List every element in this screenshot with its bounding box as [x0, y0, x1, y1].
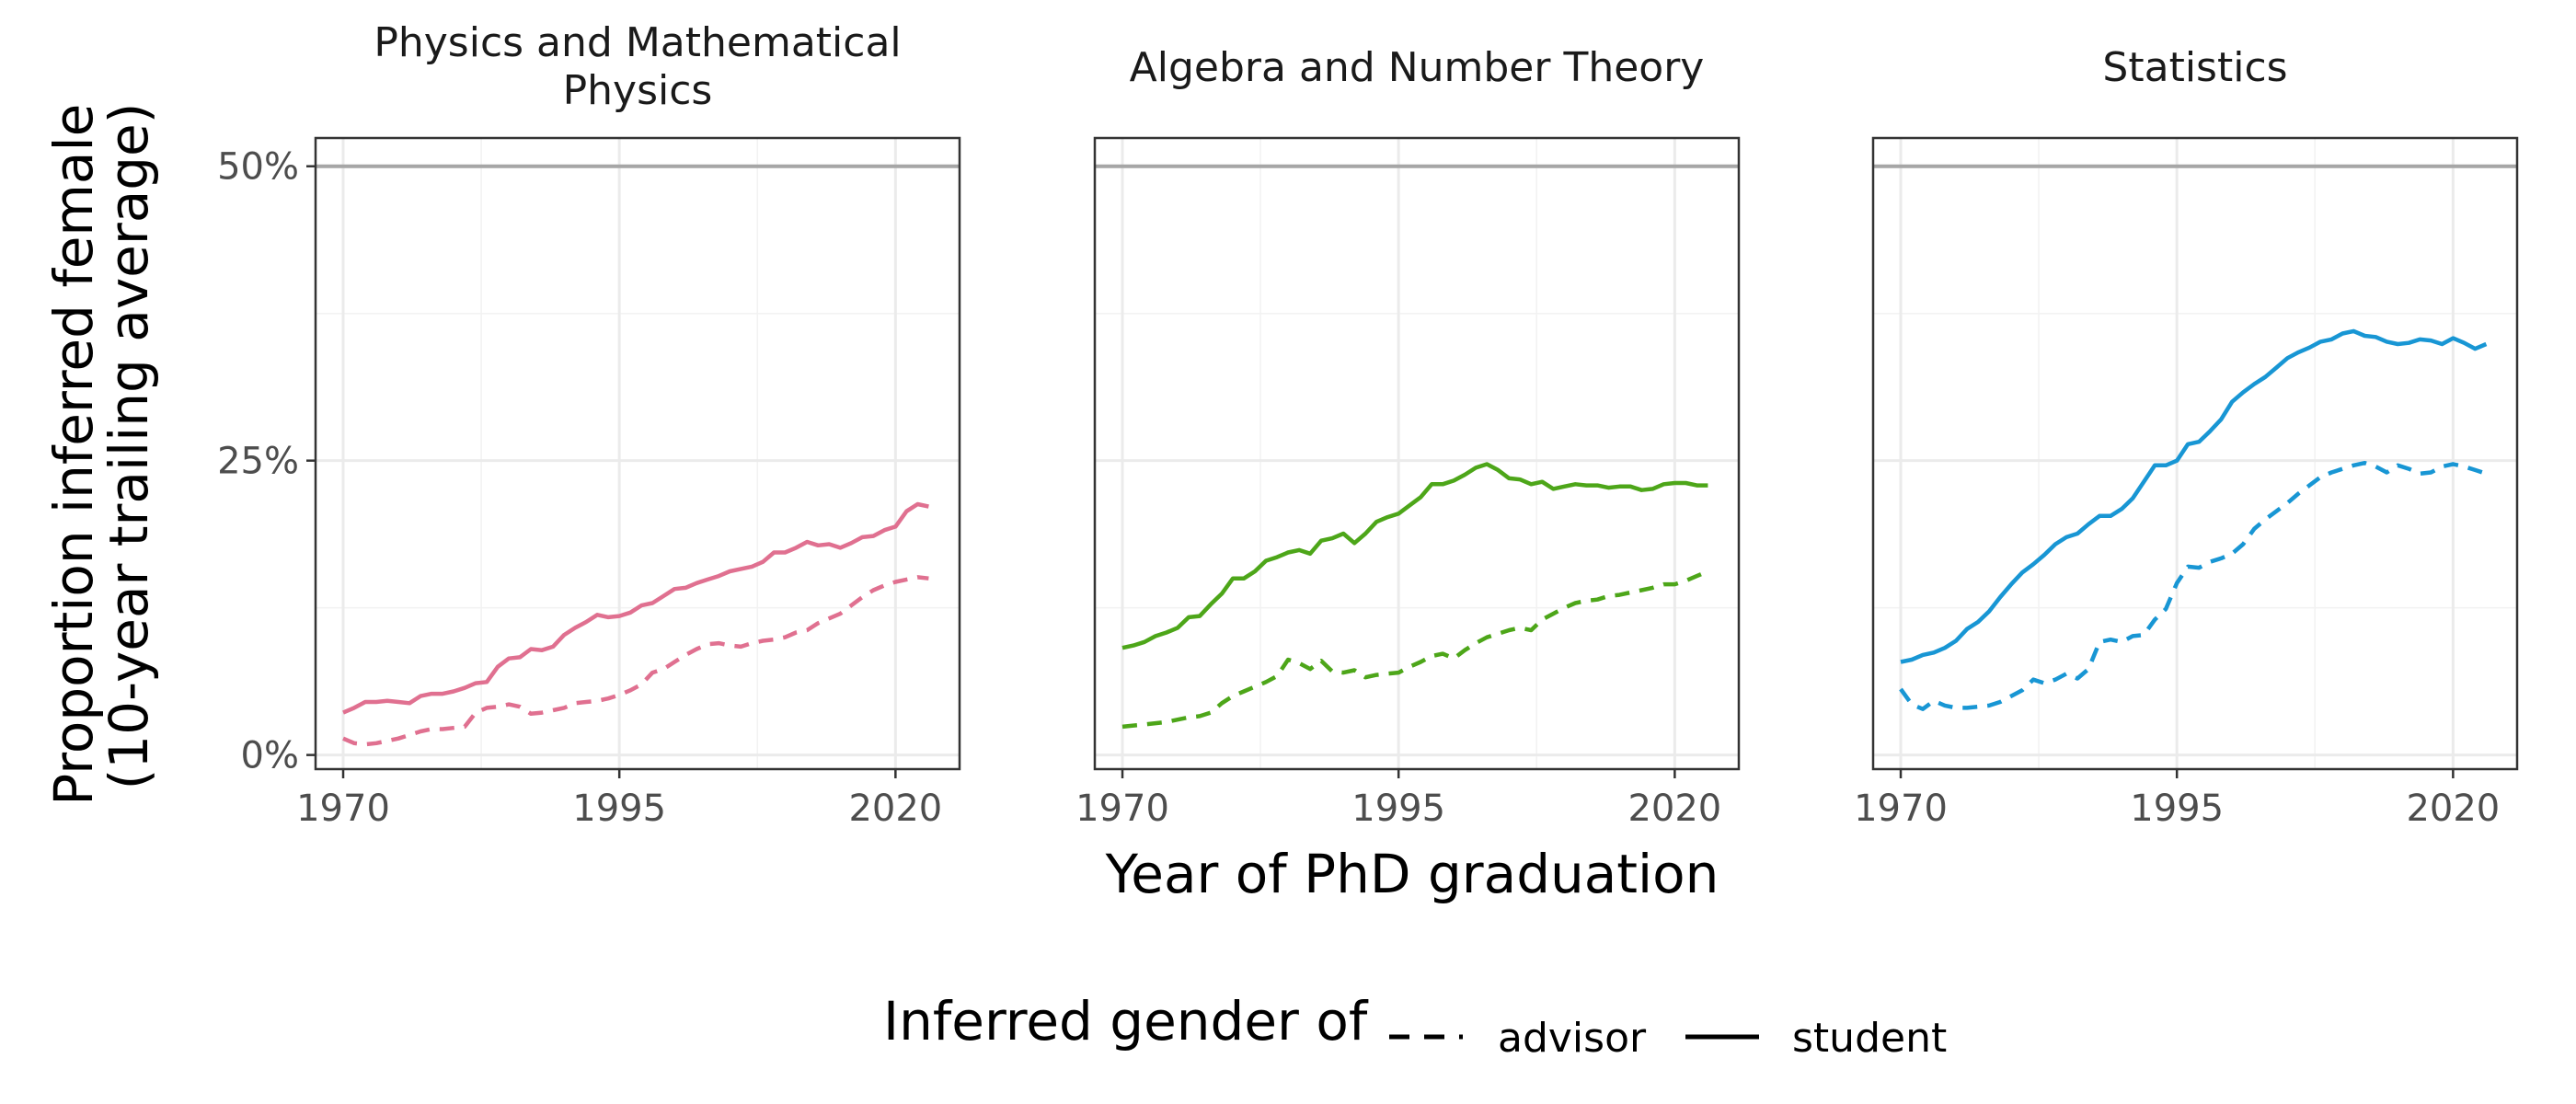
y-tick-label: 25% [217, 441, 299, 483]
x-tick-label: 1995 [572, 788, 666, 830]
series-line-student [1900, 328, 2488, 664]
legend: Inferred gender of advisor student [883, 990, 1947, 1062]
x-tick-label: 1995 [2130, 788, 2224, 830]
chart-panels: Physics and Mathematical Physics 1970 1995 2… [217, 19, 2519, 830]
series-line-student [342, 501, 929, 715]
panel-title: Algebra and Number Theory [1130, 44, 1705, 91]
y-axis-title-line-2: (10-year trailing average) [98, 103, 160, 790]
panel-title-line: Physics [563, 67, 713, 114]
legend-title: Inferred gender of [883, 990, 1369, 1052]
series-line-advisor [1121, 569, 1709, 730]
panel-2: Algebra and Number Theory 1970 1995 2020 [1075, 44, 1741, 830]
panel-title-line: Algebra and Number Theory [1130, 44, 1705, 91]
y-axis-title-line-1: Proportion inferred female [42, 104, 105, 806]
series-line-advisor [1899, 460, 2488, 711]
legend-label-student: student [1792, 1015, 1947, 1062]
x-axis-title: Year of PhD graduation [1105, 843, 1719, 905]
panel-title-line: Physics and Mathematical [374, 19, 901, 66]
x-tick-label: 1970 [1854, 788, 1948, 830]
x-tick-label: 1995 [1351, 788, 1445, 830]
panel-border [1093, 136, 1741, 771]
panel-title: Physics and Mathematical Physics [374, 19, 901, 114]
panel-title-line: Statistics [2102, 44, 2287, 91]
x-tick-label: 1970 [296, 788, 390, 830]
legend-label-advisor: advisor [1498, 1015, 1647, 1062]
panel-3: Statistics 1970 1995 2020 [1854, 44, 2519, 830]
y-tick-label: 0% [241, 735, 299, 777]
x-tick-label: 2020 [1627, 788, 1721, 830]
panel-title: Statistics [2102, 44, 2287, 91]
series-line-student [1121, 462, 1708, 650]
x-tick-label: 2020 [848, 788, 942, 830]
panel-1: Physics and Mathematical Physics 1970 1995 2… [217, 19, 961, 830]
panel-border [1871, 136, 2519, 771]
series-line-advisor [342, 575, 929, 747]
y-axis-title: Proportion inferred female (10-year trai… [42, 86, 160, 805]
x-tick-label: 1970 [1075, 788, 1169, 830]
panel-border [314, 136, 961, 771]
y-tick-label: 50% [217, 146, 299, 189]
x-tick-label: 2020 [2406, 788, 2500, 830]
